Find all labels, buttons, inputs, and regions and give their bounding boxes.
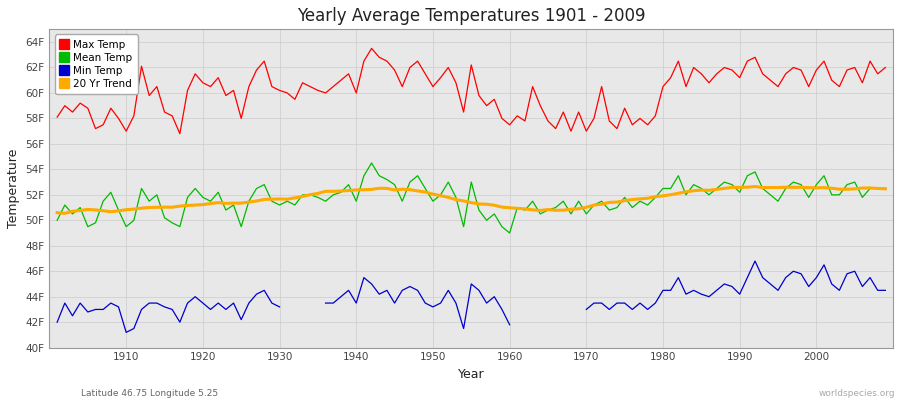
- Title: Yearly Average Temperatures 1901 - 2009: Yearly Average Temperatures 1901 - 2009: [297, 7, 645, 25]
- Text: Latitude 46.75 Longitude 5.25: Latitude 46.75 Longitude 5.25: [81, 389, 218, 398]
- Y-axis label: Temperature: Temperature: [7, 149, 20, 228]
- Text: worldspecies.org: worldspecies.org: [819, 389, 896, 398]
- X-axis label: Year: Year: [458, 368, 484, 381]
- Legend: Max Temp, Mean Temp, Min Temp, 20 Yr Trend: Max Temp, Mean Temp, Min Temp, 20 Yr Tre…: [55, 34, 138, 94]
